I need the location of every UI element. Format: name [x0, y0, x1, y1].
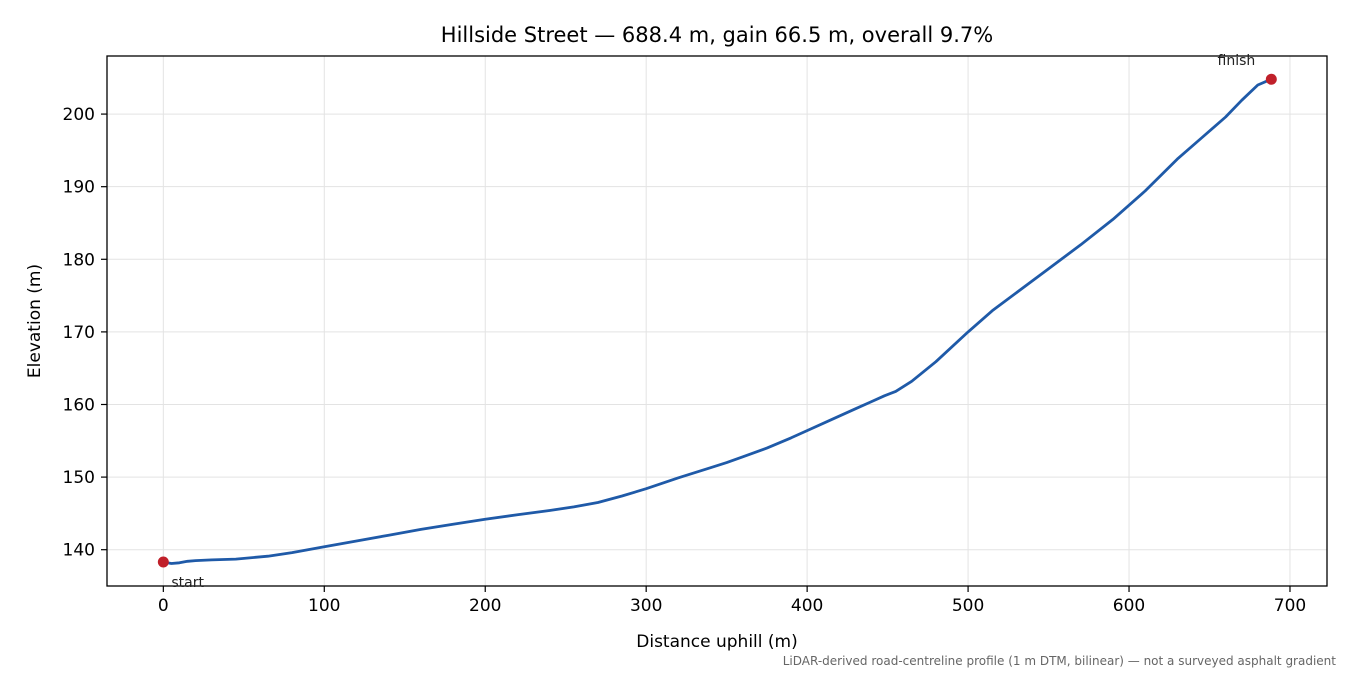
y-tick-label: 160	[63, 395, 95, 415]
x-tick-label: 400	[791, 596, 823, 616]
chart-title: Hillside Street — 688.4 m, gain 66.5 m, …	[441, 23, 993, 47]
finish-label: finish	[1218, 53, 1256, 69]
x-tick-label: 0	[158, 596, 169, 616]
x-tick-label: 500	[952, 596, 984, 616]
start-label: start	[171, 575, 204, 591]
plot-area	[161, 77, 1273, 565]
y-tick-label: 190	[63, 178, 95, 198]
plot-frame	[106, 55, 1328, 587]
endpoint-markers: start finish	[157, 53, 1277, 591]
x-axis-ticks: 0 100 200 300 400 500 600 700	[158, 586, 1306, 616]
y-axis-label: Elevation (m)	[25, 264, 45, 378]
x-axis-label: Distance uphill (m)	[636, 632, 797, 652]
elevation-profile-line	[161, 77, 1273, 565]
x-tick-label: 600	[1113, 596, 1145, 616]
x-tick-label: 200	[469, 596, 501, 616]
y-tick-label: 170	[63, 323, 95, 343]
y-tick-label: 150	[63, 468, 95, 488]
x-tick-label: 700	[1274, 596, 1306, 616]
y-tick-label: 140	[63, 541, 95, 561]
finish-marker	[1265, 73, 1277, 85]
y-tick-label: 200	[63, 105, 95, 125]
grid-lines	[107, 56, 1327, 586]
x-tick-label: 300	[630, 596, 662, 616]
y-tick-label: 180	[63, 250, 95, 270]
y-axis-ticks: 140 150 160 170 180 190 200	[63, 105, 107, 561]
x-tick-label: 100	[308, 596, 340, 616]
start-marker	[157, 556, 169, 568]
footnote: LiDAR-derived road-centreline profile (1…	[783, 654, 1337, 668]
